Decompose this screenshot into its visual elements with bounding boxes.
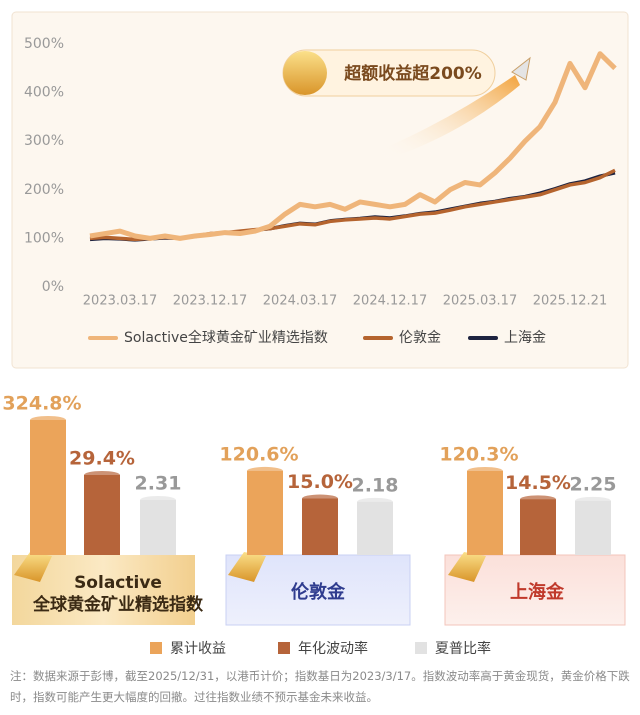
category-label: 伦敦金 <box>291 581 346 603</box>
value-label: 14.5% <box>505 472 571 494</box>
bar-top <box>140 496 176 504</box>
annotation: 超额收益超200% <box>344 63 482 84</box>
value-label: 15.0% <box>287 471 353 493</box>
x-tick-label: 2024.12.17 <box>353 294 427 309</box>
bar <box>302 498 338 555</box>
legend-label: 伦敦金 <box>399 330 441 346</box>
value-label: 29.4% <box>69 448 135 470</box>
x-tick-label: 2023.03.17 <box>83 294 157 309</box>
rocket-streak <box>380 75 520 160</box>
legend-swatch <box>415 642 427 654</box>
bar-top <box>247 466 283 475</box>
legend-swatch <box>278 642 290 654</box>
x-tick-label: 2024.03.17 <box>263 294 337 309</box>
legend-label: 上海金 <box>504 330 546 346</box>
value-label: 2.25 <box>570 473 617 495</box>
bar-top <box>520 495 556 504</box>
note: 注：数据来源于彭博，截至2025/12/31，以港币计价；指数基日为2023/3… <box>10 669 630 704</box>
value-label: 120.3% <box>439 443 518 465</box>
x-tick-label: 2025.12.21 <box>533 294 607 309</box>
legend-label: 年化波动率 <box>298 640 368 657</box>
bar <box>467 470 503 555</box>
thumb-icon <box>283 51 327 95</box>
legend-label: Solactive全球黄金矿业精选指数 <box>124 329 328 346</box>
category-label: 上海金 <box>510 581 565 603</box>
bar <box>520 499 556 555</box>
series-line <box>89 51 617 241</box>
y-tick-label: 100% <box>24 230 64 246</box>
x-tick-label: 2023.12.17 <box>173 294 247 309</box>
bar <box>357 501 393 555</box>
chart-panel <box>11 11 629 369</box>
value-label: 2.31 <box>135 473 182 495</box>
bar-top <box>30 416 66 424</box>
y-tick-label: 0% <box>42 279 64 295</box>
bar <box>140 500 176 555</box>
y-tick-label: 400% <box>24 85 64 101</box>
bar-top <box>302 494 338 503</box>
bar-top <box>357 497 393 506</box>
bar-top <box>84 471 120 479</box>
value-label: 2.18 <box>352 474 399 496</box>
bar-top <box>467 466 503 475</box>
legend-label: 夏普比率 <box>435 640 491 657</box>
value-label: 324.8% <box>2 393 81 415</box>
rocket <box>511 56 531 81</box>
bar <box>575 500 611 555</box>
bar-top <box>575 496 611 505</box>
gold-bar-icon <box>14 552 52 582</box>
y-tick-label: 200% <box>24 182 64 198</box>
category-label: 全球黄金矿业精选指数 <box>32 594 204 615</box>
category-label: Solactive <box>74 573 162 593</box>
legend-label: 累计收益 <box>170 641 226 657</box>
bar <box>30 420 66 555</box>
gold-bar-icon <box>228 552 266 582</box>
y-tick-label: 500% <box>24 36 64 52</box>
y-tick-label: 300% <box>24 133 64 149</box>
gold-bar-icon <box>448 552 486 582</box>
bar <box>247 470 283 555</box>
legend-swatch <box>150 642 162 654</box>
bar <box>84 475 120 555</box>
value-label: 120.6% <box>219 443 298 465</box>
x-tick-label: 2025.03.17 <box>443 294 517 309</box>
